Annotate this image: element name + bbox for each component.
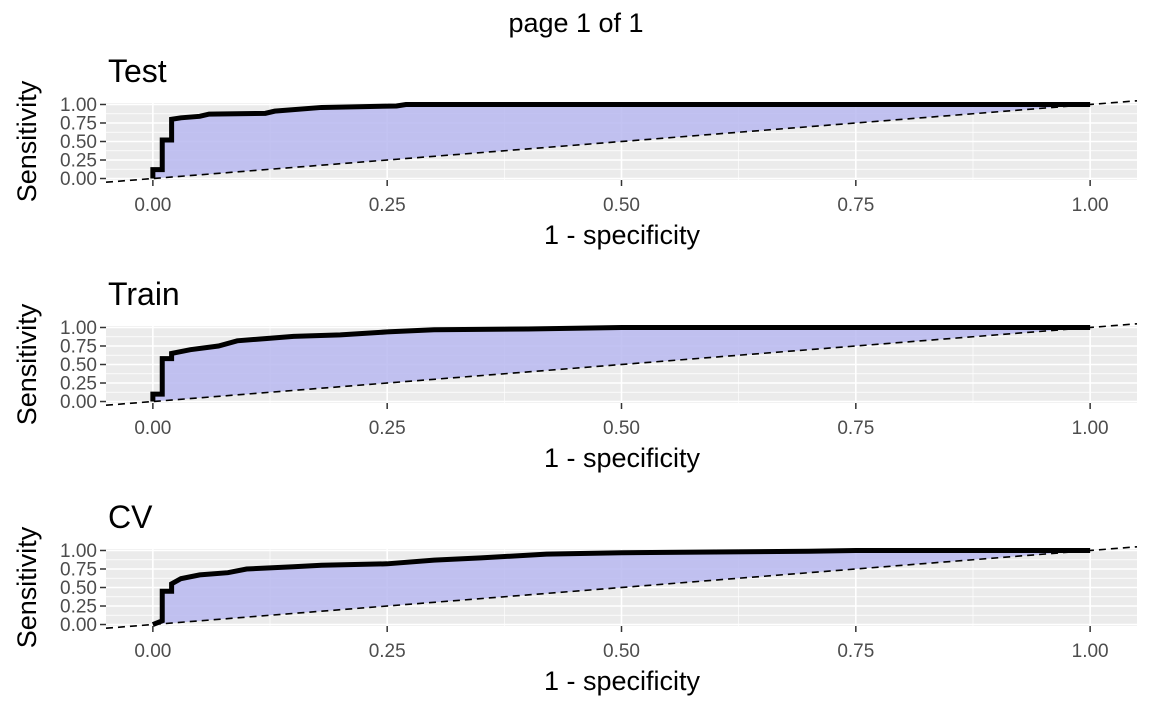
y-tick-label: 0.50 — [60, 355, 97, 376]
y-tick-label: 0.00 — [60, 169, 97, 190]
x-tick-label: 0.75 — [837, 641, 874, 662]
y-tick-label: 0.75 — [60, 113, 97, 134]
panel-train: Train 0.000.250.500.751.00 0.00 0.25 0.50 0… — [12, 276, 1138, 473]
x-axis-ticks: 0.00 0.25 0.50 0.75 1.00 — [134, 626, 1109, 662]
y-tick-label: 0.75 — [60, 336, 97, 357]
x-tick-label: 1.00 — [1072, 418, 1109, 439]
y-axis-ticks: 0.000.250.500.751.00 — [60, 318, 106, 413]
x-tick-label: 0.25 — [369, 195, 406, 216]
y-tick-label: 0.25 — [60, 597, 97, 618]
x-tick-label: 0.00 — [134, 195, 171, 216]
y-tick-label: 0.00 — [60, 615, 97, 636]
x-tick-label: 0.00 — [134, 641, 171, 662]
panel-title: Test — [108, 53, 167, 89]
y-tick-label: 1.00 — [60, 318, 97, 339]
y-tick-label: 0.25 — [60, 374, 97, 395]
y-tick-label: 0.50 — [60, 132, 97, 153]
panel-title: CV — [108, 499, 153, 535]
panel-cv: CV 0.000.250.500.751.00 0.00 0.25 0.50 0.75… — [12, 499, 1138, 696]
y-tick-label: 1.00 — [60, 541, 97, 562]
reference-diagonal — [105, 322, 1138, 407]
y-tick-label: 1.00 — [60, 95, 97, 116]
x-tick-label: 1.00 — [1072, 641, 1109, 662]
y-tick-label: 0.00 — [60, 392, 97, 413]
y-tick-label: 0.50 — [60, 578, 97, 599]
x-axis-label: 1 - specificity — [544, 220, 701, 250]
x-axis-label: 1 - specificity — [544, 443, 701, 473]
y-axis-ticks: 0.000.250.500.751.00 — [60, 95, 106, 190]
x-tick-label: 0.50 — [603, 641, 640, 662]
x-tick-label: 0.25 — [369, 641, 406, 662]
x-tick-label: 0.75 — [837, 195, 874, 216]
roc-curve — [150, 101, 1091, 179]
x-tick-label: 0.50 — [603, 195, 640, 216]
x-tick-label: 0.00 — [134, 418, 171, 439]
reference-diagonal — [105, 99, 1138, 184]
reference-diagonal — [105, 545, 1138, 630]
page-title: page 1 of 1 — [508, 8, 643, 38]
y-axis-ticks: 0.000.250.500.751.00 — [60, 541, 106, 636]
roc-curve — [151, 547, 1091, 627]
x-axis-ticks: 0.00 0.25 0.50 0.75 1.00 — [134, 403, 1109, 439]
y-axis-label: Sensitivity — [12, 526, 42, 648]
panel-test: Test 0.000.250.500.751.00 0.00 0.25 0.50 0.… — [12, 53, 1138, 250]
y-axis-label: Sensitivity — [12, 303, 42, 425]
y-tick-label: 0.25 — [60, 151, 97, 172]
x-axis-label: 1 - specificity — [544, 666, 701, 696]
roc-curve — [150, 324, 1091, 402]
x-axis-ticks: 0.00 0.25 0.50 0.75 1.00 — [134, 180, 1109, 216]
x-tick-label: 0.25 — [369, 418, 406, 439]
x-tick-label: 0.50 — [603, 418, 640, 439]
y-axis-label: Sensitivity — [12, 80, 42, 202]
x-tick-label: 0.75 — [837, 418, 874, 439]
x-tick-label: 1.00 — [1072, 195, 1109, 216]
panel-title: Train — [108, 276, 180, 312]
y-tick-label: 0.75 — [60, 559, 97, 580]
